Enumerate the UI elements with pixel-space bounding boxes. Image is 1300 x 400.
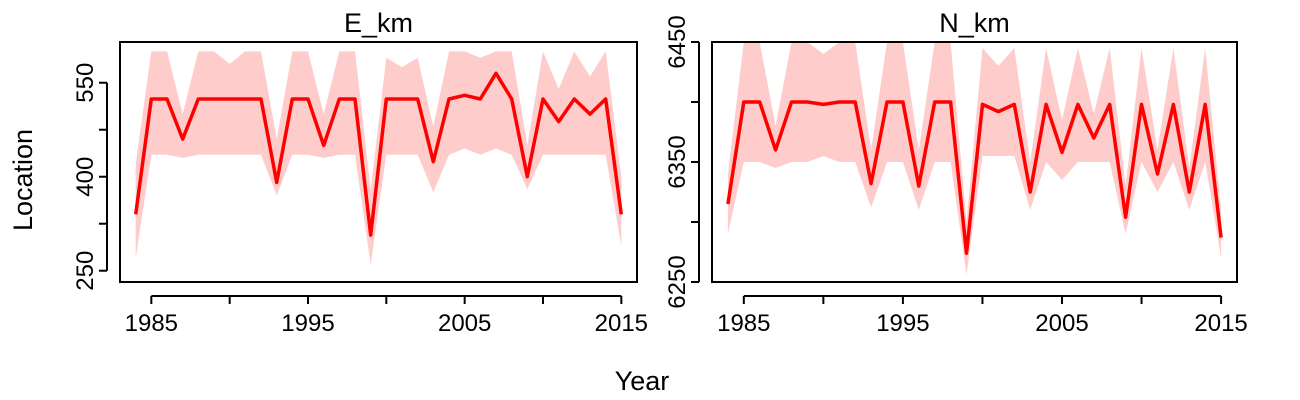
- panel-title: N_km: [939, 8, 1010, 38]
- x-tick-label: 2015: [1194, 310, 1247, 337]
- x-axis-title: Year: [615, 366, 670, 396]
- x-tick-label: 1995: [876, 310, 929, 337]
- y-tick-label: 250: [72, 251, 99, 291]
- y-tick-label: 550: [72, 63, 99, 103]
- x-tick-label: 2015: [595, 310, 648, 337]
- series-line: [726, 100, 1223, 255]
- panel-title: E_km: [344, 8, 413, 38]
- y-tick-label: 6250: [664, 255, 691, 308]
- x-tick-label: 1995: [281, 310, 334, 337]
- y-tick-label: 6450: [664, 15, 691, 68]
- y-axis-title: Location: [8, 129, 38, 231]
- plot-frame: [711, 41, 1238, 283]
- x-tick-label: 1985: [125, 310, 178, 337]
- panel-e-km: 1985 1995 2005 2015 250 400 550 E_km: [72, 8, 648, 337]
- x-tick-label: 2005: [1035, 310, 1088, 337]
- series-line: [133, 71, 624, 237]
- confidence-band: [727, 42, 1222, 275]
- y-tick-label: 400: [72, 157, 99, 197]
- panel-n-km: 1985 1995 2005 2015 6250 6350 6450 N_km: [664, 8, 1248, 337]
- y-tick-label: 6350: [664, 135, 691, 188]
- x-tick-label: 2005: [438, 310, 491, 337]
- plot-frame: [119, 41, 638, 283]
- x-tick-label: 1985: [717, 310, 770, 337]
